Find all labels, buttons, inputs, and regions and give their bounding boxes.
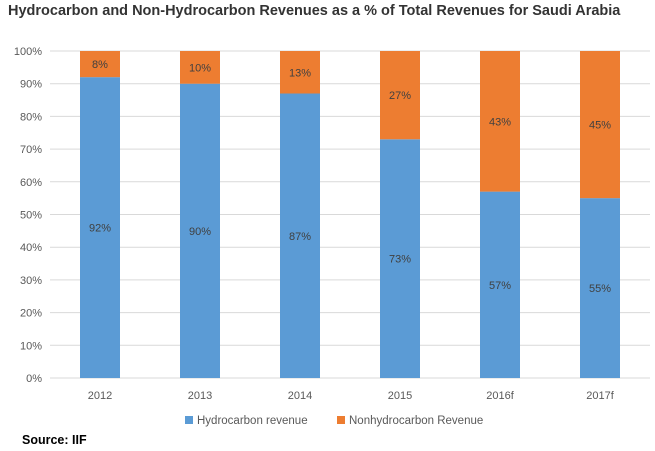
- x-tick-label: 2017f: [586, 390, 614, 402]
- bar-hydrocarbon: [280, 93, 320, 378]
- legend-swatch: [185, 416, 193, 424]
- data-label: 13%: [289, 67, 311, 79]
- y-tick-label: 20%: [20, 308, 42, 320]
- x-tick-label: 2013: [188, 390, 212, 402]
- y-tick-label: 90%: [20, 79, 42, 91]
- data-label: 57%: [489, 280, 511, 292]
- bar-nonhydrocarbon: [580, 51, 620, 199]
- bar-hydrocarbon: [180, 83, 220, 378]
- data-label: 92%: [89, 223, 111, 235]
- bar-hydrocarbon: [480, 191, 520, 378]
- legend-label: Nonhydrocarbon Revenue: [349, 415, 483, 427]
- bar-nonhydrocarbon: [380, 51, 420, 140]
- bar-nonhydrocarbon: [80, 51, 120, 78]
- source-note: Source: IIF: [22, 433, 87, 447]
- x-tick-label: 2015: [388, 390, 412, 402]
- x-tick-label: 2012: [88, 390, 112, 402]
- x-tick-label: 2014: [288, 390, 312, 402]
- bar-nonhydrocarbon: [280, 51, 320, 94]
- bar-nonhydrocarbon: [180, 51, 220, 84]
- data-label: 10%: [189, 62, 211, 74]
- data-label: 43%: [489, 116, 511, 128]
- y-tick-label: 80%: [20, 111, 42, 123]
- y-tick-label: 70%: [20, 144, 42, 156]
- legend-label: Hydrocarbon revenue: [197, 415, 308, 427]
- data-label: 8%: [92, 59, 108, 71]
- legend-swatch: [337, 416, 345, 424]
- bar-nonhydrocarbon: [480, 51, 520, 192]
- data-label: 90%: [189, 226, 211, 238]
- bar-hydrocarbon: [380, 139, 420, 378]
- x-tick-label: 2016f: [486, 390, 514, 402]
- y-tick-label: 60%: [20, 177, 42, 189]
- data-label: 27%: [389, 90, 411, 102]
- data-label: 45%: [589, 120, 611, 132]
- data-label: 73%: [389, 254, 411, 266]
- y-tick-label: 0%: [26, 373, 42, 385]
- bar-hydrocarbon: [80, 77, 120, 378]
- bar-hydrocarbon: [580, 198, 620, 378]
- y-tick-label: 10%: [20, 340, 42, 352]
- data-label: 87%: [289, 231, 311, 243]
- data-label: 55%: [589, 283, 611, 295]
- y-tick-label: 50%: [20, 210, 42, 222]
- y-tick-label: 40%: [20, 242, 42, 254]
- y-tick-label: 30%: [20, 275, 42, 287]
- y-tick-label: 100%: [14, 46, 42, 58]
- chart-title: Hydrocarbon and Non-Hydrocarbon Revenues…: [8, 3, 621, 19]
